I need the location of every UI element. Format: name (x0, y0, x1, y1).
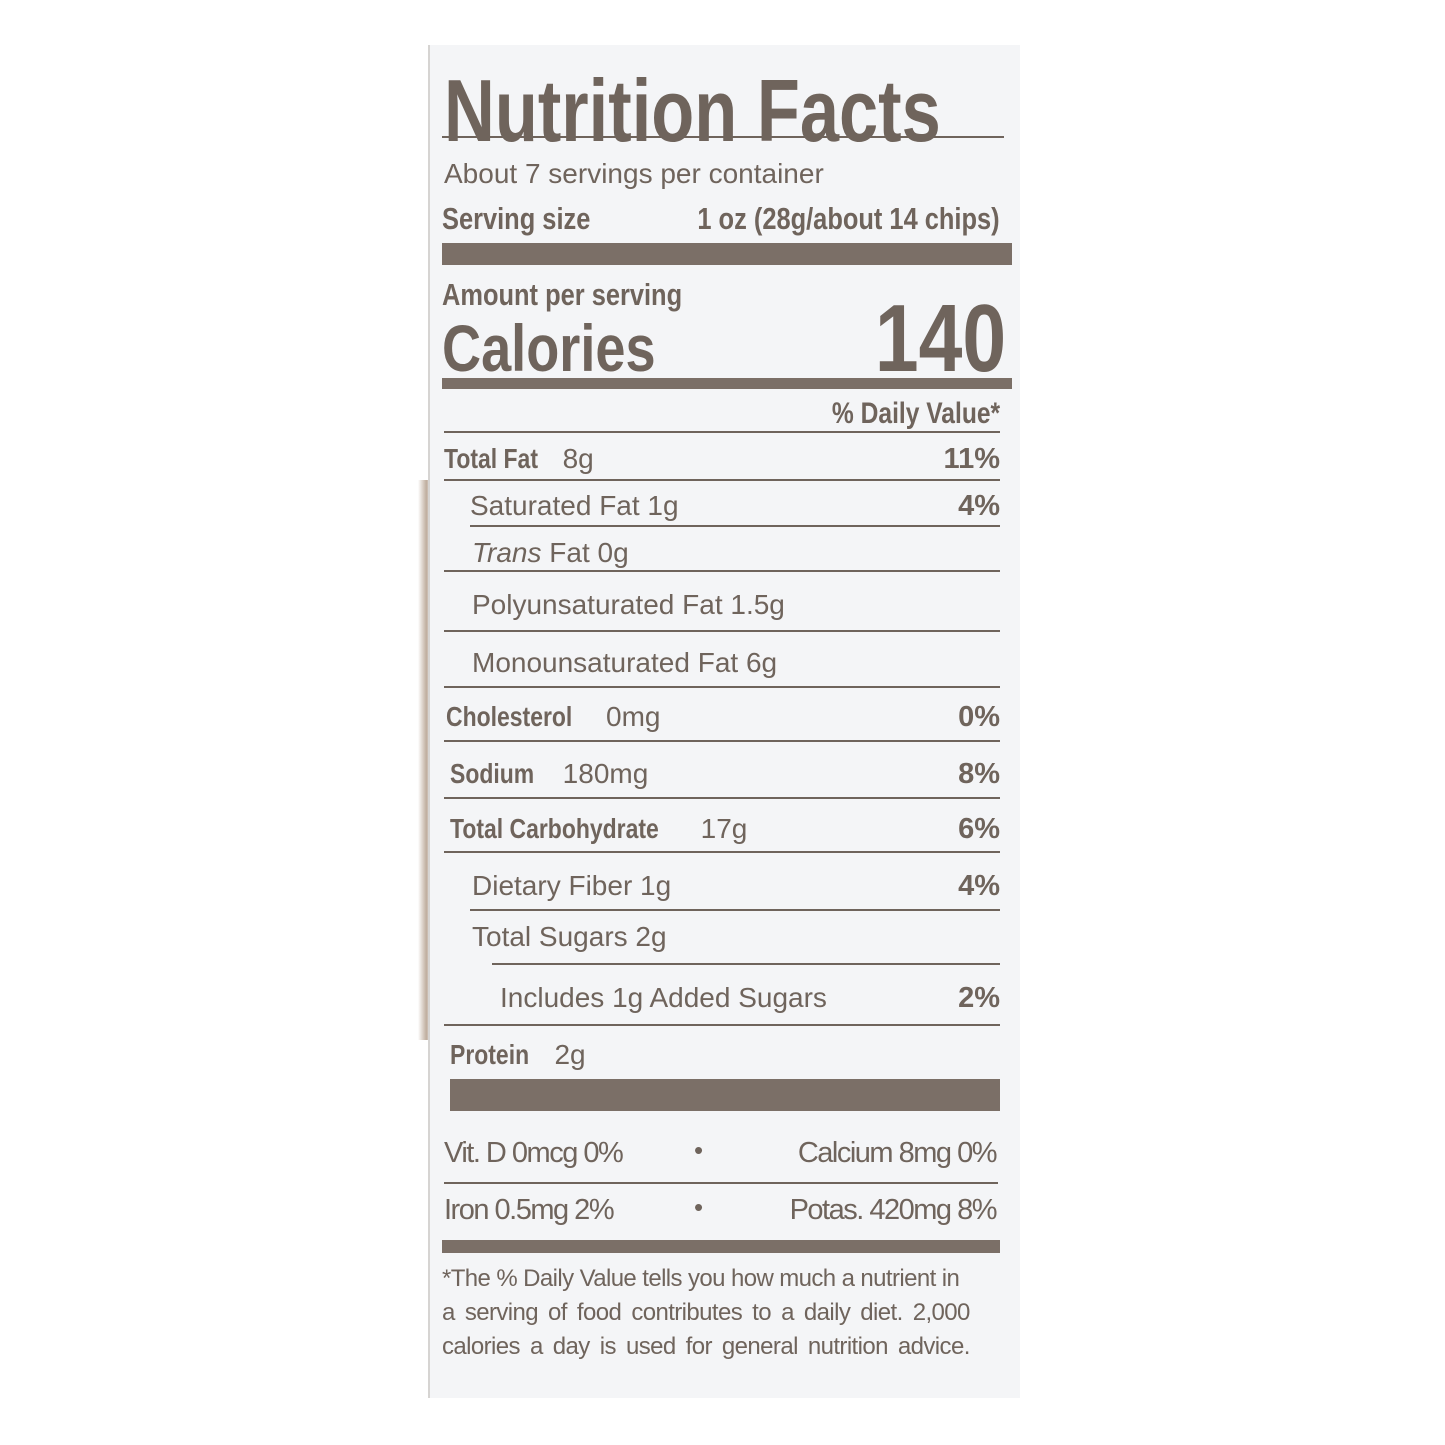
serving-size-label: Serving size (442, 201, 591, 236)
thick-bar (442, 243, 1012, 265)
footnote-line: calories a day is used for general nutri… (442, 1333, 970, 1360)
divider (444, 479, 1000, 481)
divider (444, 431, 1000, 433)
daily-value-header: % Daily Value* (831, 397, 1000, 430)
divider (444, 570, 1000, 572)
divider (444, 851, 1000, 853)
nutrient-added-sugars: Includes 1g Added Sugars (500, 982, 827, 1013)
calories-value: 140 (874, 285, 1006, 392)
amount-per-serving: Amount per serving (442, 277, 683, 312)
nutrient-sodium: Sodium 180mg (450, 758, 649, 789)
dv-cholesterol: 0% (958, 701, 1000, 733)
servings-per-container: About 7 servings per container (444, 158, 824, 189)
divider (442, 136, 1004, 138)
calcium: Calcium 8mg 0% (797, 1137, 998, 1169)
divider (444, 740, 1000, 742)
vitamin-d: Vit. D 0mcg 0% (444, 1137, 624, 1169)
footnote-line: a serving of food contributes to a daily… (442, 1299, 970, 1326)
divider (444, 630, 1000, 632)
divider (470, 525, 1000, 527)
divider (444, 686, 1000, 688)
separator-dot: • (694, 1192, 704, 1222)
nutrient-protein: Protein 2g (450, 1039, 586, 1070)
label-title: Nutrition Facts (444, 61, 941, 160)
divider (470, 909, 1000, 911)
divider (444, 797, 1000, 799)
nutrient-polyunsaturated-fat: Polyunsaturated Fat 1.5g (472, 589, 785, 620)
nutrition-facts-label: Nutrition Facts About 7 servings per con… (428, 45, 1020, 1398)
divider (444, 1024, 1000, 1026)
dv-sodium: 8% (958, 758, 1000, 790)
medium-bar (442, 378, 1012, 389)
nutrient-dietary-fiber: Dietary Fiber 1g (472, 870, 672, 901)
separator-dot: • (694, 1135, 704, 1165)
nutrient-trans-fat: Trans Fat 0g (472, 537, 629, 568)
footnote-line: *The % Daily Value tells you how much a … (442, 1265, 960, 1292)
nutrient-monounsaturated-fat: Monounsaturated Fat 6g (472, 647, 778, 678)
dv-saturated-fat: 4% (958, 490, 1000, 522)
nutrient-saturated-fat: Saturated Fat 1g (470, 490, 679, 521)
nutrient-total-carbohydrate: Total Carbohydrate 17g (450, 813, 748, 844)
iron: Iron 0.5mg 2% (444, 1194, 615, 1226)
dv-added-sugars: 2% (958, 982, 1000, 1014)
thick-bar (450, 1079, 1000, 1111)
nutrient-total-sugars: Total Sugars 2g (472, 921, 667, 952)
medium-bar (442, 1240, 1000, 1253)
potassium: Potas. 420mg 8% (789, 1194, 998, 1226)
divider (492, 963, 1000, 965)
dv-total-fat: 11% (943, 443, 1000, 475)
dv-dietary-fiber: 4% (958, 870, 1000, 902)
serving-size-value: 1 oz (28g/about 14 chips) (697, 201, 1000, 236)
dv-total-carbohydrate: 6% (958, 813, 1000, 845)
nutrient-cholesterol: Cholesterol 0mg (446, 701, 661, 732)
calories-label: Calories (442, 311, 656, 385)
divider (444, 1182, 998, 1184)
nutrient-total-fat: Total Fat 8g (444, 443, 594, 474)
